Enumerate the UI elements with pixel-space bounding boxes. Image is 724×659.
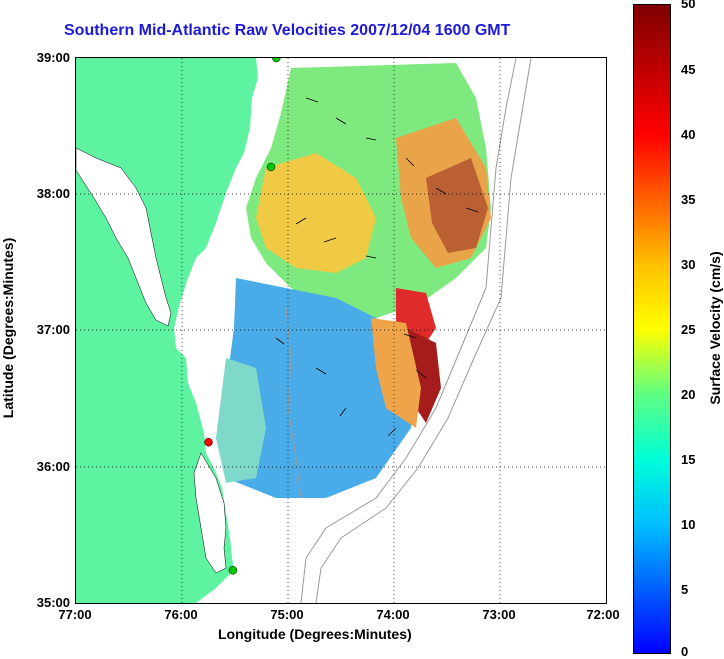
- y-tick-36: 36:00: [36, 459, 70, 474]
- colorbar-tick-45: 45: [681, 62, 696, 77]
- map-plot-area: [75, 57, 607, 604]
- land-mass: [76, 58, 258, 603]
- bathymetry-contours: [285, 58, 532, 603]
- colorbar-tick-40: 40: [681, 127, 696, 142]
- colorbar-label: Surface Velocity (cm/s): [707, 251, 723, 405]
- x-tick-75: 75:00: [270, 607, 304, 622]
- green-station-south: [228, 566, 238, 575]
- chesapeake-bay: [76, 147, 172, 327]
- x-tick-76: 76:00: [164, 607, 198, 622]
- y-axis-label: Latitude (Degrees:Minutes): [0, 237, 16, 419]
- y-tick-37: 37:00: [36, 322, 70, 337]
- pamlico-sound: [193, 452, 227, 574]
- colorbar-tick-5: 5: [681, 582, 689, 597]
- grid: [76, 58, 606, 603]
- velocity-arrows: [275, 97, 479, 437]
- y-tick-35: 35:00: [36, 595, 70, 610]
- red-station: [204, 437, 213, 447]
- colorbar-tick-50: 50: [681, 0, 696, 11]
- map-canvas: [76, 58, 606, 603]
- colorbar-tick-0: 0: [681, 644, 689, 659]
- map-title: Southern Mid-Atlantic Raw Velocities 200…: [64, 22, 511, 39]
- x-axis-label: Longitude (Degrees:Minutes): [218, 626, 412, 642]
- colorbar-tick-25: 25: [681, 322, 696, 337]
- colorbar-tick-20: 20: [681, 387, 696, 402]
- green-station-north: [272, 58, 281, 63]
- green-station-mid: [266, 162, 276, 172]
- colorbar-tick-15: 15: [681, 452, 696, 467]
- x-tick-72: 72:00: [586, 607, 620, 622]
- colorbar-tick-10: 10: [681, 517, 696, 532]
- y-tick-38: 38:00: [36, 186, 70, 201]
- velocity-field: [216, 63, 491, 498]
- colorbar-tick-35: 35: [681, 192, 696, 207]
- x-tick-77: 77:00: [58, 607, 92, 622]
- colorbar-tick-30: 30: [681, 257, 696, 272]
- y-tick-39: 39:00: [36, 50, 70, 65]
- station-markers: [204, 58, 281, 575]
- colorbar: [633, 4, 671, 654]
- x-tick-74: 74:00: [376, 607, 410, 622]
- x-tick-73: 73:00: [482, 607, 516, 622]
